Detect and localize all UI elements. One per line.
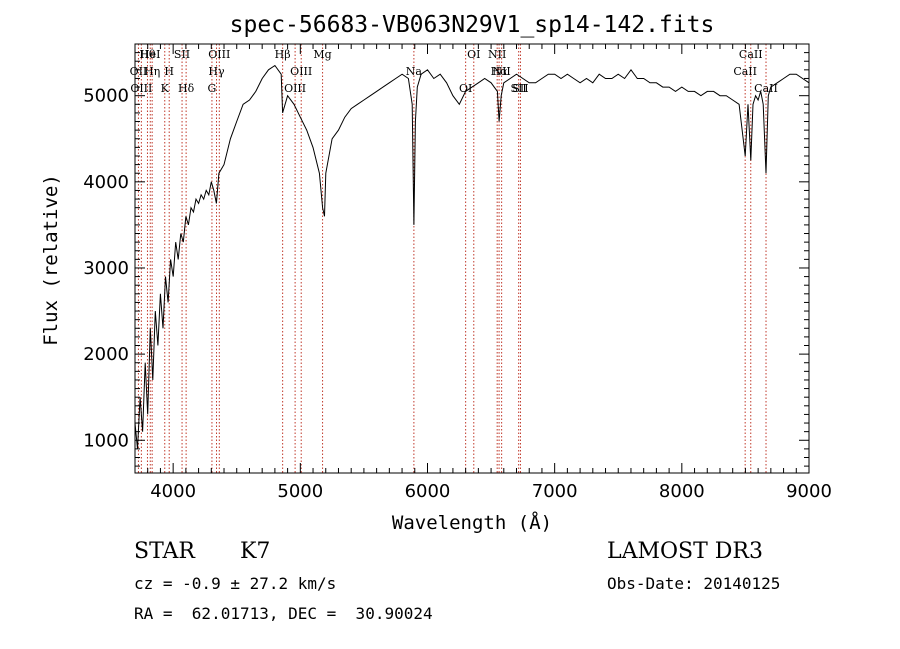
line-label-22: NII: [492, 65, 510, 78]
survey-name: LAMOST DR3: [607, 539, 763, 564]
line-label-17: OI: [459, 82, 472, 95]
line-label-8: Hδ: [178, 82, 195, 95]
x-tick-label: 6000: [405, 481, 451, 502]
line-label-6: SII: [174, 48, 190, 61]
line-label-23: SII: [512, 82, 528, 95]
y-tick-label: 1000: [83, 430, 129, 451]
line-label-16: Na: [406, 65, 423, 78]
y-axis-label: Flux (relative): [40, 174, 62, 346]
x-tick-label: 9000: [786, 481, 832, 502]
redshift-text: cz = -0.9 ± 27.2 km/s: [134, 574, 337, 593]
line-label-0: Hθ: [139, 48, 156, 61]
line-label-4: Hη: [144, 65, 160, 78]
chart-title: spec-56683-VB063N29V1_sp14-142.fits: [230, 12, 715, 38]
line-label-9: OIII: [208, 48, 230, 61]
line-label-10: Hγ: [208, 65, 225, 78]
coordinates: RA = 62.01713, DEC = 30.90024: [134, 604, 433, 623]
line-label-5: K: [161, 82, 170, 95]
line-label-25: CaII: [733, 65, 757, 78]
line-label-14: OIII: [284, 82, 306, 95]
spectrum-line: [134, 64, 810, 449]
line-label-24: CaII: [739, 48, 763, 61]
obs-date: Obs-Date: 20140125: [607, 574, 781, 593]
line-label-12: Hβ: [275, 48, 291, 61]
line-label-15: Mg: [313, 48, 331, 61]
y-tick-label: 4000: [83, 172, 129, 193]
line-label-7: H: [164, 65, 174, 78]
x-tick-label: 5000: [277, 481, 323, 502]
line-label-18: OI: [467, 48, 480, 61]
line-label-3: HeI: [140, 48, 160, 61]
y-tick-label: 2000: [83, 344, 129, 365]
x-axis-ticks: 4000 5000 6000 7000 8000 9000: [147, 44, 832, 502]
x-tick-label: 8000: [659, 481, 705, 502]
y-tick-label: 5000: [83, 86, 129, 107]
line-label-2: OIII: [130, 82, 152, 95]
y-axis-ticks: 1000 2000 3000 4000 5000: [83, 43, 809, 467]
line-label-26: CaII: [754, 82, 778, 95]
line-label-13: OIII: [290, 65, 312, 78]
line-label-20: SII: [511, 82, 527, 95]
plot-frame: [134, 43, 810, 474]
x-tick-label: 7000: [532, 481, 578, 502]
line-label-21: NII: [488, 48, 506, 61]
line-label-19: Hα: [491, 65, 509, 78]
line-label-11: G: [208, 82, 217, 95]
emission-line-labels: HθOIIOIIIHeIHηKSIIHHδOIIIHγGHβOIIIOIIIMg…: [130, 48, 778, 95]
y-tick-label: 3000: [83, 258, 129, 279]
x-tick-label: 4000: [150, 481, 196, 502]
object-subclass: K7: [240, 539, 271, 564]
line-label-1: OII: [130, 65, 148, 78]
x-axis-label: Wavelength (Å): [392, 511, 552, 534]
emission-line-markers: [137, 44, 767, 473]
spectrum-chart: spec-56683-VB063N29V1_sp14-142.fits Hθ OI…: [40, 12, 832, 534]
object-class: STAR: [134, 539, 195, 564]
